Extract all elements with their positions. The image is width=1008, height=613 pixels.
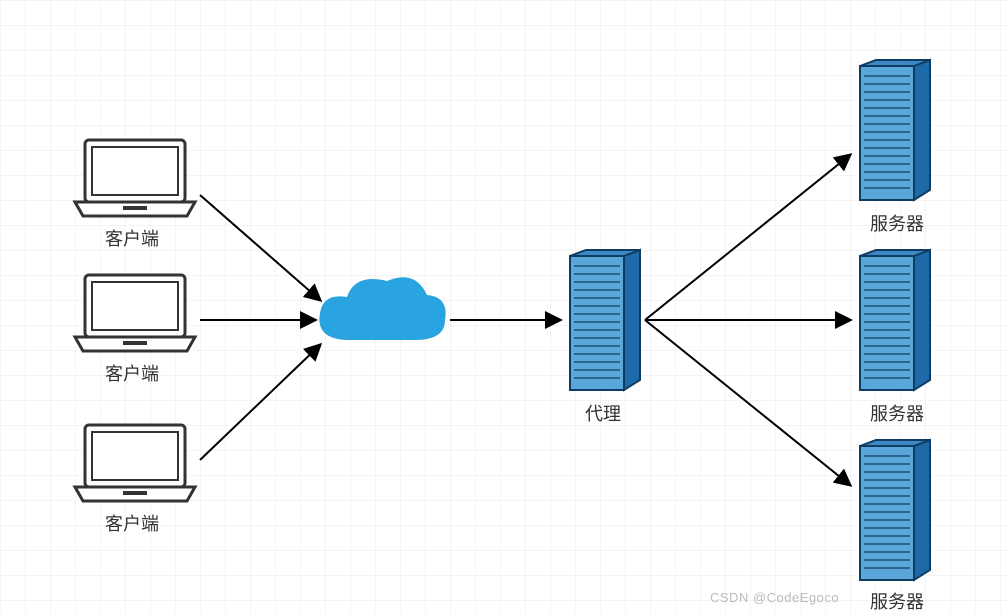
client-3-label: 客户端 — [105, 510, 159, 536]
watermark-text: CSDN @CodeEgoco — [710, 590, 839, 605]
edges — [200, 155, 850, 485]
cloud-icon — [319, 277, 445, 340]
server-3-label: 服务器 — [870, 588, 924, 613]
server-1-label: 服务器 — [870, 210, 924, 236]
client-1-label: 客户端 — [105, 225, 159, 251]
server-3-icon — [860, 440, 930, 580]
server-1-icon — [860, 60, 930, 200]
client-3-icon — [75, 425, 195, 501]
server-2-icon — [860, 250, 930, 390]
client-2-icon — [75, 275, 195, 351]
server-2-label: 服务器 — [870, 400, 924, 426]
client-2-label: 客户端 — [105, 360, 159, 386]
diagram-canvas: 客户端 客户端 客户端 代理 服务器 服务器 服务器 CSDN @CodeEgo… — [0, 0, 1008, 613]
proxy-label: 代理 — [585, 400, 621, 426]
edge-client1-cloud — [200, 195, 320, 300]
edge-client3-cloud — [200, 345, 320, 460]
client-1-icon — [75, 140, 195, 216]
proxy-icon — [570, 250, 640, 390]
edge-proxy-server1 — [645, 155, 850, 320]
edge-proxy-server3 — [645, 320, 850, 485]
